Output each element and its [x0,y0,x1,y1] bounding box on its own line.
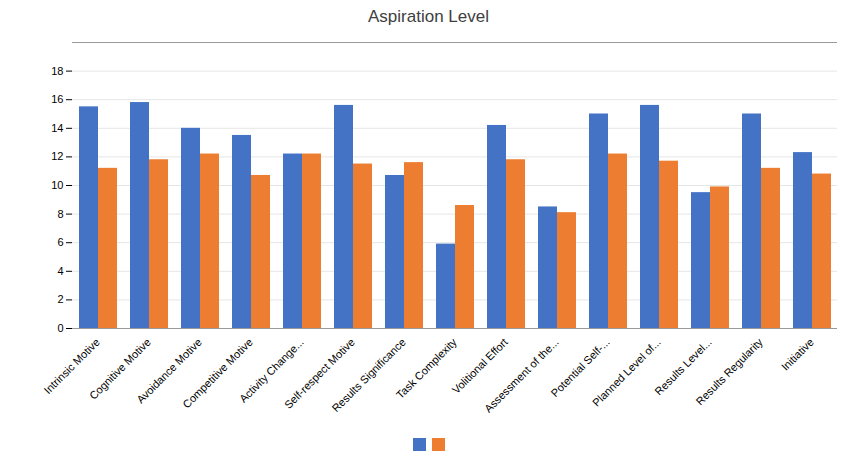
html-text:Aspiration Level: Aspiration Level [368,7,489,26]
svg-text:Self-respect Motive: Self-respect Motive [281,335,357,411]
svg-text:16: 16 [51,93,63,105]
svg-text:Competitive Motive: Competitive Motive [180,335,255,411]
svg-text:Cognitive Motive: Cognitive Motive [86,335,153,402]
svg-text:Avoidance Motive: Avoidance Motive [134,335,204,406]
svg-text:0: 0 [57,322,63,334]
svg-text:Intrinsic Motive: Intrinsic Motive [41,335,102,397]
svg-text:Results Regularity: Results Regularity [693,335,765,407]
svg-text:18: 18 [51,65,63,77]
svg-text:6: 6 [57,236,63,248]
svg-text:Potential Self-...: Potential Self-... [548,335,612,400]
svg-text:Activity Change...: Activity Change... [236,335,306,405]
svg-text:Results Level...: Results Level... [652,335,714,398]
svg-text:Volitional Effort: Volitional Effort [449,335,510,396]
svg-text:Results Significance: Results Significance [329,336,408,415]
svg-text:Assessment of the...: Assessment of the... [482,336,561,415]
svg-text:14: 14 [51,122,63,134]
svg-text:4: 4 [57,265,63,277]
svg-text:2: 2 [57,293,63,305]
svg-text:8: 8 [57,208,63,220]
svg-text:Planned Level of...: Planned Level of... [590,336,663,409]
svg-text:Initiative: Initiative [779,336,816,373]
svg-text:Task Complexity: Task Complexity [394,335,459,400]
svg-text:10: 10 [51,179,63,191]
svg-text:12: 12 [51,150,63,162]
